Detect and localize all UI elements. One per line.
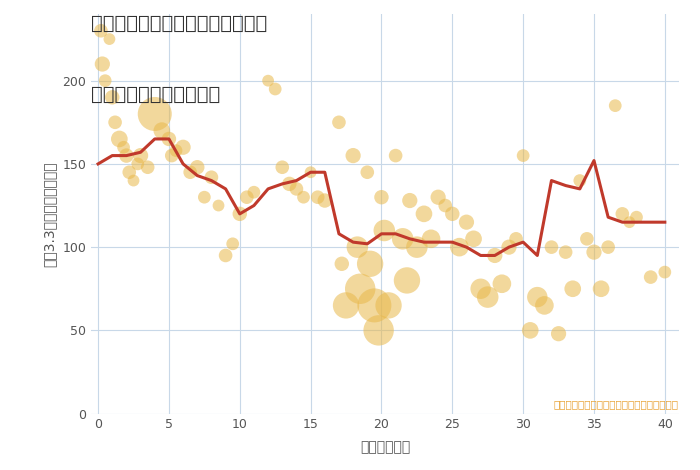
Point [178,143,189,151]
Point [95,27,106,34]
Point [624,219,635,226]
Point [496,280,507,288]
Point [373,327,384,334]
Point [419,210,430,218]
Text: 円の大きさは、取引のあった物件面積を示す: 円の大きさは、取引のあった物件面積を示す [554,400,679,409]
Point [454,243,465,251]
Point [234,210,246,218]
Point [369,302,380,309]
Point [99,77,111,85]
Point [149,110,160,118]
Point [290,185,302,193]
Point [412,243,423,251]
Point [489,252,500,259]
Point [241,194,253,201]
Point [390,152,401,159]
Point [156,127,167,134]
Point [532,293,543,301]
Point [213,202,224,209]
Point [276,164,288,171]
Point [106,94,118,101]
Point [433,194,444,201]
Point [135,152,146,159]
Point [596,285,607,292]
Point [475,285,486,292]
Point [199,194,210,201]
Y-axis label: 坪（3.3㎡）単価（万円）: 坪（3.3㎡）単価（万円） [43,161,57,266]
Point [248,188,260,196]
Point [404,197,415,204]
Point [397,235,408,243]
Point [104,35,115,43]
Point [426,235,437,243]
Point [503,243,514,251]
Point [355,285,366,292]
Point [352,243,363,251]
Point [539,302,550,309]
Point [121,152,132,159]
Point [447,210,458,218]
Point [192,164,203,171]
Point [305,168,316,176]
Point [574,177,585,184]
Point [113,135,125,143]
Point [524,327,536,334]
Point [284,180,295,188]
Point [319,197,330,204]
Point [581,235,592,243]
Point [97,60,108,68]
Point [340,302,351,309]
Point [468,235,480,243]
Point [262,77,274,85]
Point [482,293,493,301]
Point [659,268,671,276]
Point [220,252,231,259]
X-axis label: 築年数（年）: 築年数（年） [360,440,410,454]
Point [124,168,135,176]
Point [560,248,571,256]
Point [206,173,217,181]
Point [185,168,196,176]
Point [383,302,394,309]
Point [336,260,347,267]
Point [166,152,177,159]
Point [461,219,472,226]
Point [298,194,309,201]
Point [142,164,153,171]
Point [617,210,628,218]
Point [170,147,181,154]
Point [589,248,600,256]
Point [333,118,344,126]
Point [312,194,323,201]
Point [553,330,564,337]
Point [379,227,390,234]
Point [132,160,144,168]
Text: 埼玉県さいたま市中央区下落合の: 埼玉県さいたま市中央区下落合の [91,14,267,33]
Point [128,177,139,184]
Point [440,202,451,209]
Point [118,143,130,151]
Text: 築年数別中古戸建て価格: 築年数別中古戸建て価格 [91,85,220,103]
Point [603,243,614,251]
Point [376,194,387,201]
Point [610,102,621,110]
Point [546,243,557,251]
Point [401,277,412,284]
Point [365,260,376,267]
Point [631,213,642,221]
Point [227,240,238,248]
Point [362,168,373,176]
Point [347,152,358,159]
Point [163,135,174,143]
Point [510,235,522,243]
Point [645,274,657,281]
Point [109,118,120,126]
Point [517,152,528,159]
Point [270,85,281,93]
Point [567,285,578,292]
